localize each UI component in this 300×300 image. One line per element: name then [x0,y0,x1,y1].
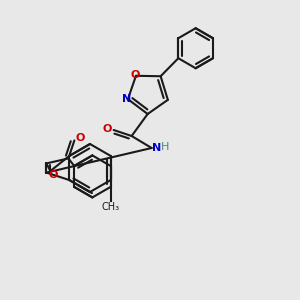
Text: O: O [76,134,85,143]
Text: O: O [103,124,112,134]
Text: H: H [160,142,169,152]
Text: CH₃: CH₃ [101,202,120,212]
Text: O: O [49,170,58,180]
Text: O: O [130,70,140,80]
Text: N: N [122,94,131,104]
Text: N: N [152,143,161,153]
